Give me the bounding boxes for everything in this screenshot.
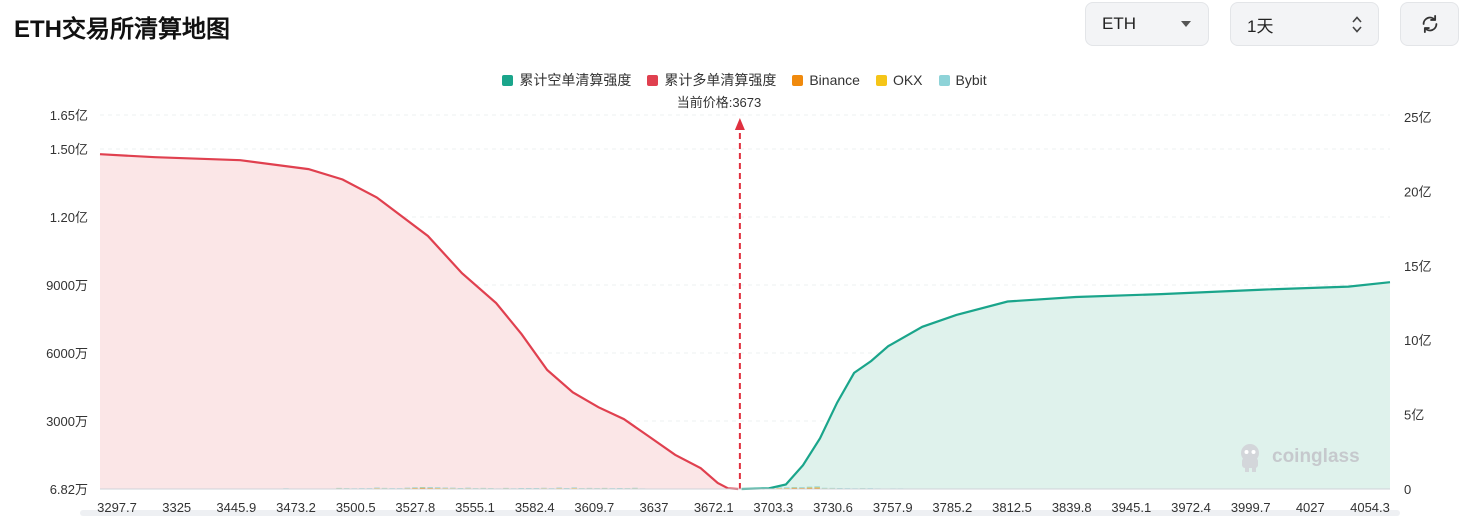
- chevron-down-icon: [1181, 21, 1191, 27]
- bar-binance: [814, 487, 820, 489]
- legend-label: 累计空单清算强度: [519, 72, 632, 88]
- symbol-select-value: ETH: [1102, 14, 1136, 33]
- y-left-axis-ticks: 6.82万 3000万 6000万 9000万 1.20亿 1.50亿 1.65亿: [46, 108, 88, 497]
- x-tick-label: 3672.1: [694, 500, 734, 515]
- bar-bybit: [465, 487, 471, 489]
- legend-label: OKX: [892, 72, 923, 88]
- legend-item-long-cumulative[interactable]: 累计多单清算强度: [647, 70, 776, 90]
- x-tick-label: 4054.3: [1350, 500, 1390, 515]
- x-tick-label: 3839.8: [1052, 500, 1092, 515]
- y-right-tick-label: 10亿: [1404, 333, 1431, 348]
- x-tick-label: 3637: [640, 500, 669, 515]
- short-cumulative-area: [741, 282, 1390, 489]
- y-right-tick-label: 25亿: [1404, 110, 1431, 125]
- legend-swatch: [792, 74, 804, 86]
- watermark: coinglass: [1236, 442, 1360, 472]
- y-left-tick-label: 1.50亿: [50, 142, 88, 157]
- x-tick-label: 3555.1: [455, 500, 495, 515]
- short-cumulative-line: [741, 281, 1391, 491]
- legend-swatch: [938, 74, 950, 86]
- coinglass-logo-icon: [1241, 444, 1259, 472]
- bar-bybit: [571, 487, 577, 488]
- legend-label: 累计多单清算强度: [664, 72, 777, 88]
- refresh-button[interactable]: [1400, 2, 1459, 46]
- watermark-text: coinglass: [1272, 446, 1360, 467]
- x-tick-label: 3703.3: [753, 500, 793, 515]
- long-cumulative-line: [99, 153, 739, 491]
- x-tick-label: 3609.7: [574, 500, 614, 515]
- x-tick-label: 3297.7: [97, 500, 137, 515]
- legend-label: Binance: [809, 72, 860, 88]
- bar-bybit: [419, 487, 426, 488]
- bar-bybit: [821, 487, 828, 489]
- y-left-tick-label: 6.82万: [50, 482, 88, 497]
- time-range-select-value: 1天: [1247, 16, 1274, 36]
- x-tick-label: 3785.2: [932, 500, 972, 515]
- bar-bybit: [450, 487, 456, 489]
- x-axis-ticks: 3297.7 3325 3445.9 3473.2 3500.5 3527.8 3555.1…: [97, 500, 1390, 515]
- x-tick-label: 3325: [162, 500, 191, 515]
- bar-bybit: [434, 487, 441, 488]
- legend-swatch: [502, 74, 514, 86]
- y-right-axis-ticks: 0 5亿 10亿 15亿 20亿 25亿: [1404, 110, 1431, 497]
- x-tick-label: 3527.8: [395, 500, 435, 515]
- legend-swatch: [647, 74, 659, 86]
- x-tick-label: 3500.5: [336, 500, 376, 515]
- bar-bybit: [806, 486, 813, 488]
- long-cumulative-area: [100, 154, 739, 489]
- bar-bybit: [632, 487, 638, 489]
- bar-bybit: [556, 487, 562, 489]
- bar-bybit: [791, 487, 798, 488]
- bar-bybit: [412, 487, 418, 488]
- symbol-select[interactable]: ETH: [1085, 2, 1209, 46]
- y-right-tick-label: 0: [1404, 482, 1411, 497]
- x-tick-label: 4027: [1296, 500, 1325, 515]
- y-left-tick-label: 1.65亿: [50, 108, 88, 123]
- y-left-tick-label: 9000万: [46, 278, 88, 293]
- bar-bybit: [784, 487, 790, 488]
- bar-bybit: [776, 487, 782, 488]
- y-left-tick-label: 3000万: [46, 414, 88, 429]
- x-tick-label: 3945.1: [1111, 500, 1151, 515]
- horizontal-scrollbar[interactable]: [80, 510, 1400, 516]
- bar-bybit: [427, 487, 433, 488]
- x-tick-label: 3473.2: [276, 500, 316, 515]
- bar-bybit: [814, 486, 820, 488]
- y-left-tick-label: 6000万: [46, 346, 88, 361]
- x-tick-label: 3730.6: [813, 500, 853, 515]
- legend-item-bybit[interactable]: Bybit: [938, 70, 987, 90]
- current-price-label: 当前价格:3673: [676, 95, 762, 110]
- y-left-tick-label: 1.20亿: [50, 210, 88, 225]
- current-price-arrow: [734, 118, 745, 130]
- refresh-icon: [1422, 15, 1437, 33]
- bar-bybit: [374, 487, 380, 489]
- bar-bybit: [404, 487, 411, 489]
- legend-item-binance[interactable]: Binance: [792, 70, 860, 90]
- y-right-tick-label: 20亿: [1404, 184, 1431, 199]
- bar-bybit: [799, 487, 805, 488]
- legend-label: Bybit: [955, 72, 987, 88]
- page-title: ETH交易所清算地图: [14, 16, 230, 43]
- x-tick-label: 3445.9: [216, 500, 256, 515]
- x-tick-label: 3972.4: [1171, 500, 1211, 515]
- legend-item-okx[interactable]: OKX: [875, 70, 923, 90]
- bar-bybit: [442, 487, 448, 489]
- legend-item-short-cumulative[interactable]: 累计空单清算强度: [502, 70, 631, 90]
- y-right-tick-label: 5亿: [1404, 408, 1424, 423]
- x-tick-label: 3999.7: [1231, 500, 1271, 515]
- bar-binance: [806, 487, 813, 489]
- y-right-tick-label: 15亿: [1404, 259, 1431, 274]
- chart-legend: 累计空单清算强度 累计多单清算强度 Binance OKX Bybit: [0, 70, 1469, 90]
- legend-swatch: [875, 74, 887, 86]
- up-down-chevron-icon: [1352, 15, 1362, 33]
- x-tick-label: 3582.4: [515, 500, 555, 515]
- x-tick-label: 3812.5: [992, 500, 1032, 515]
- time-range-select[interactable]: 1天: [1230, 2, 1379, 46]
- x-tick-label: 3757.9: [873, 500, 913, 515]
